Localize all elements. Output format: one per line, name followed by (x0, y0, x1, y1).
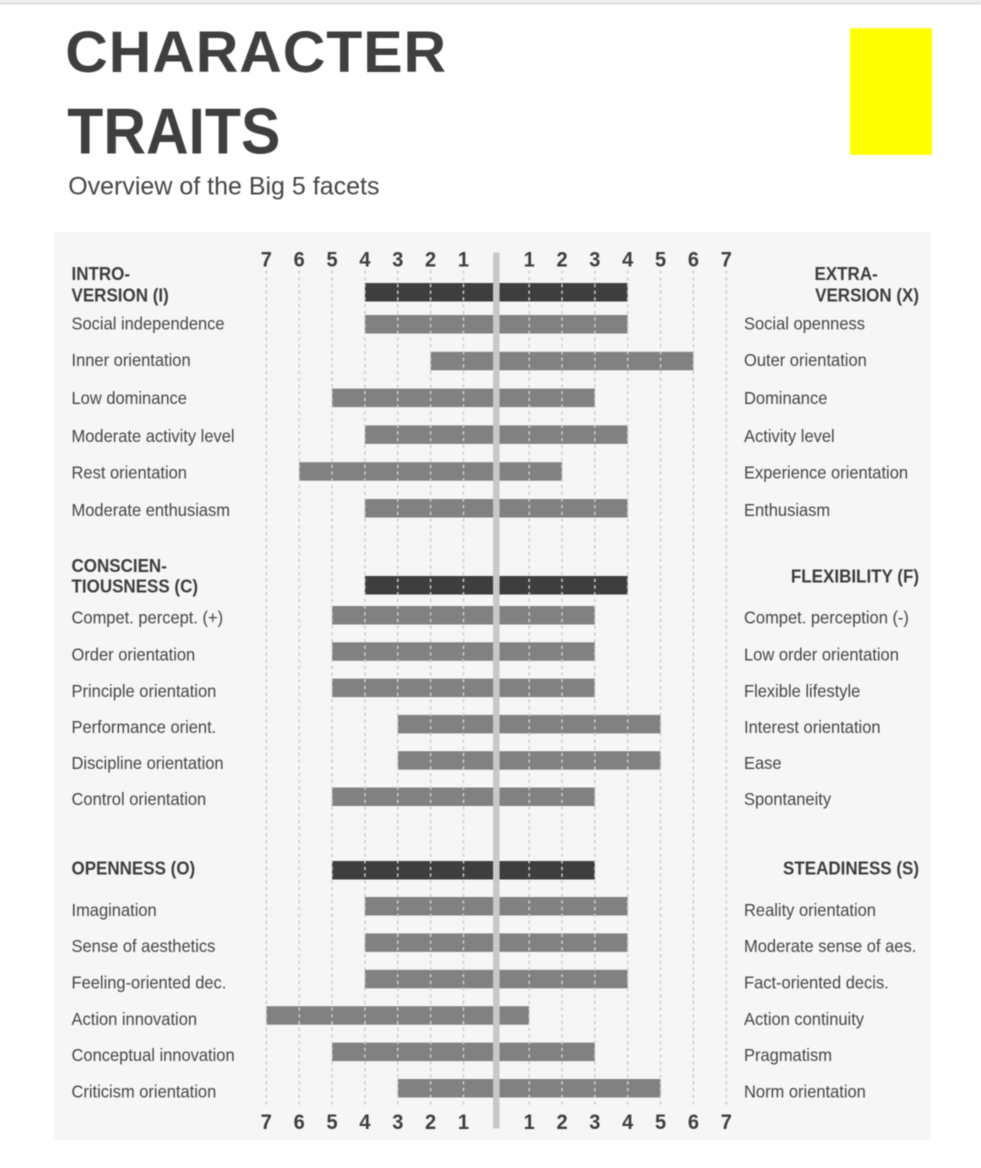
svg-text:7: 7 (261, 1111, 272, 1135)
svg-text:7: 7 (721, 248, 732, 272)
svg-text:2: 2 (425, 1111, 436, 1135)
svg-text:Principle orientation: Principle orientation (72, 680, 217, 701)
svg-text:EXTRA-: EXTRA- (815, 264, 878, 285)
svg-text:Reality orientation: Reality orientation (744, 899, 876, 920)
svg-text:Social independence: Social independence (72, 313, 225, 334)
svg-text:Inner orientation: Inner orientation (72, 350, 191, 371)
svg-text:3: 3 (392, 1111, 403, 1135)
svg-text:Imagination: Imagination (72, 899, 157, 920)
svg-text:Low dominance: Low dominance (72, 388, 187, 409)
svg-text:TIOUSNESS (C): TIOUSNESS (C) (72, 576, 199, 597)
svg-text:Overview of the Big 5 facets: Overview of the Big 5 facets (68, 172, 379, 200)
svg-text:5: 5 (655, 248, 666, 272)
svg-text:Action innovation: Action innovation (72, 1008, 198, 1029)
svg-text:VERSION (I): VERSION (I) (72, 285, 169, 306)
svg-text:Norm orientation: Norm orientation (744, 1081, 866, 1102)
svg-text:Low order orientation: Low order orientation (744, 644, 899, 665)
svg-text:Sense of aesthetics: Sense of aesthetics (72, 936, 216, 957)
svg-text:4: 4 (622, 1111, 634, 1135)
svg-text:1: 1 (458, 1111, 469, 1135)
svg-text:6: 6 (294, 1111, 305, 1135)
svg-text:Conceptual innovation: Conceptual innovation (72, 1044, 235, 1065)
svg-text:Interest orientation: Interest orientation (744, 717, 881, 738)
svg-text:Fact-oriented decis.: Fact-oriented decis. (744, 972, 889, 993)
svg-text:Pragmatism: Pragmatism (744, 1044, 832, 1065)
svg-text:Spontaneity: Spontaneity (744, 788, 831, 809)
svg-text:2: 2 (556, 248, 567, 272)
svg-text:1: 1 (458, 248, 469, 272)
svg-text:TRAITS: TRAITS (67, 96, 280, 168)
svg-text:6: 6 (688, 248, 699, 272)
svg-text:Performance orient.: Performance orient. (72, 717, 217, 738)
svg-text:Moderate enthusiasm: Moderate enthusiasm (72, 499, 231, 520)
svg-text:4: 4 (359, 248, 371, 272)
svg-text:Compet. percept. (+): Compet. percept. (+) (72, 607, 224, 628)
svg-text:7: 7 (721, 1111, 732, 1135)
svg-text:Compet. perception (-): Compet. perception (-) (744, 607, 909, 628)
svg-text:Ease: Ease (744, 753, 782, 774)
svg-text:3: 3 (589, 248, 600, 272)
svg-text:STEADINESS (S): STEADINESS (S) (783, 858, 919, 879)
svg-text:Outer orientation: Outer orientation (744, 350, 867, 371)
svg-text:6: 6 (688, 1111, 699, 1135)
svg-text:OPENNESS (O): OPENNESS (O) (72, 858, 196, 879)
svg-text:CONSCIEN-: CONSCIEN- (72, 555, 167, 576)
svg-text:Moderate sense of aes.: Moderate sense of aes. (744, 936, 916, 957)
svg-text:Experience orientation: Experience orientation (744, 462, 908, 483)
svg-text:5: 5 (655, 1111, 666, 1135)
svg-text:1: 1 (524, 1111, 535, 1135)
svg-text:Dominance: Dominance (744, 388, 827, 409)
svg-text:1: 1 (524, 248, 535, 272)
svg-text:Criticism orientation: Criticism orientation (72, 1081, 217, 1102)
svg-text:7: 7 (261, 248, 272, 272)
svg-text:2: 2 (425, 248, 436, 272)
svg-text:Moderate activity level: Moderate activity level (72, 425, 235, 446)
svg-text:6: 6 (294, 248, 305, 272)
svg-text:INTRO-: INTRO- (72, 264, 131, 285)
svg-text:Flexible lifestyle: Flexible lifestyle (744, 680, 860, 701)
svg-text:3: 3 (392, 248, 403, 272)
svg-text:Enthusiasm: Enthusiasm (744, 499, 830, 520)
svg-text:Action continuity: Action continuity (744, 1008, 864, 1029)
svg-text:Activity level: Activity level (744, 425, 835, 446)
svg-text:CHARACTER: CHARACTER (65, 20, 447, 85)
svg-text:Social openness: Social openness (744, 313, 865, 334)
svg-text:3: 3 (589, 1111, 600, 1135)
svg-text:5: 5 (326, 1111, 337, 1135)
svg-text:Control orientation: Control orientation (72, 788, 207, 809)
svg-text:Rest orientation: Rest orientation (72, 462, 187, 483)
svg-text:4: 4 (359, 1111, 371, 1135)
svg-text:Feeling-oriented dec.: Feeling-oriented dec. (72, 972, 227, 993)
svg-text:Discipline orientation: Discipline orientation (72, 753, 224, 774)
svg-text:VERSION (X): VERSION (X) (815, 285, 919, 306)
svg-text:FLEXIBILITY (F): FLEXIBILITY (F) (791, 566, 919, 587)
svg-text:5: 5 (326, 248, 337, 272)
svg-text:2: 2 (556, 1111, 567, 1135)
svg-text:4: 4 (622, 248, 634, 272)
svg-text:Order orientation: Order orientation (72, 644, 196, 665)
